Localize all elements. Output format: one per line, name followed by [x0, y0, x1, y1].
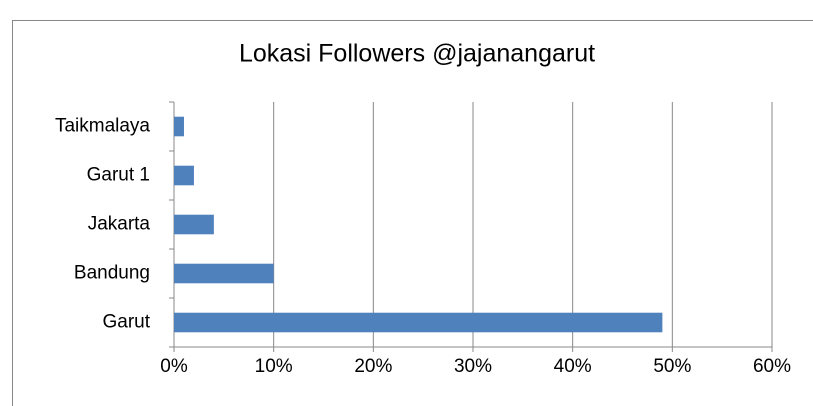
bar: [174, 214, 214, 235]
y-tick-label: Garut: [102, 312, 150, 333]
chart-title: Lokasi Followers @jajanangarut: [239, 40, 595, 68]
x-tick-label: 30%: [454, 356, 492, 377]
y-tick-label: Bandung: [74, 263, 150, 284]
x-tick-label: 10%: [255, 356, 293, 377]
x-tick-label: 60%: [753, 356, 791, 377]
bar: [174, 116, 184, 137]
x-tick-label: 40%: [554, 356, 592, 377]
y-tick-label: Jakarta: [88, 214, 151, 235]
x-tick-label: 0%: [160, 356, 188, 377]
bar: [174, 263, 274, 284]
y-tick-label: Taikmalaya: [55, 116, 150, 137]
x-tick-label: 20%: [354, 356, 392, 377]
chart-frame: [12, 20, 813, 406]
x-tick-label: 50%: [653, 356, 691, 377]
bar: [174, 165, 194, 186]
bar: [174, 312, 663, 333]
y-tick-label: Garut 1: [87, 165, 150, 186]
